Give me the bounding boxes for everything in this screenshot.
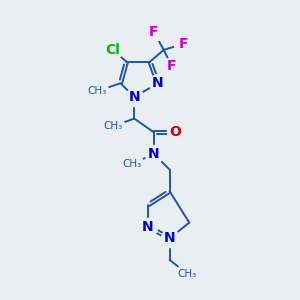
Text: Cl: Cl bbox=[105, 43, 120, 57]
Text: CH₃: CH₃ bbox=[103, 122, 122, 131]
Text: CH₃: CH₃ bbox=[123, 159, 142, 169]
Text: F: F bbox=[149, 25, 159, 39]
Text: N: N bbox=[148, 147, 160, 161]
Text: N: N bbox=[128, 90, 140, 104]
Text: F: F bbox=[178, 37, 188, 51]
Text: N: N bbox=[142, 220, 154, 234]
Text: CH₃: CH₃ bbox=[178, 269, 197, 279]
Text: O: O bbox=[169, 125, 181, 139]
Text: N: N bbox=[152, 76, 164, 90]
Text: F: F bbox=[167, 58, 176, 73]
Text: N: N bbox=[164, 231, 176, 245]
Text: CH₃: CH₃ bbox=[87, 86, 106, 96]
